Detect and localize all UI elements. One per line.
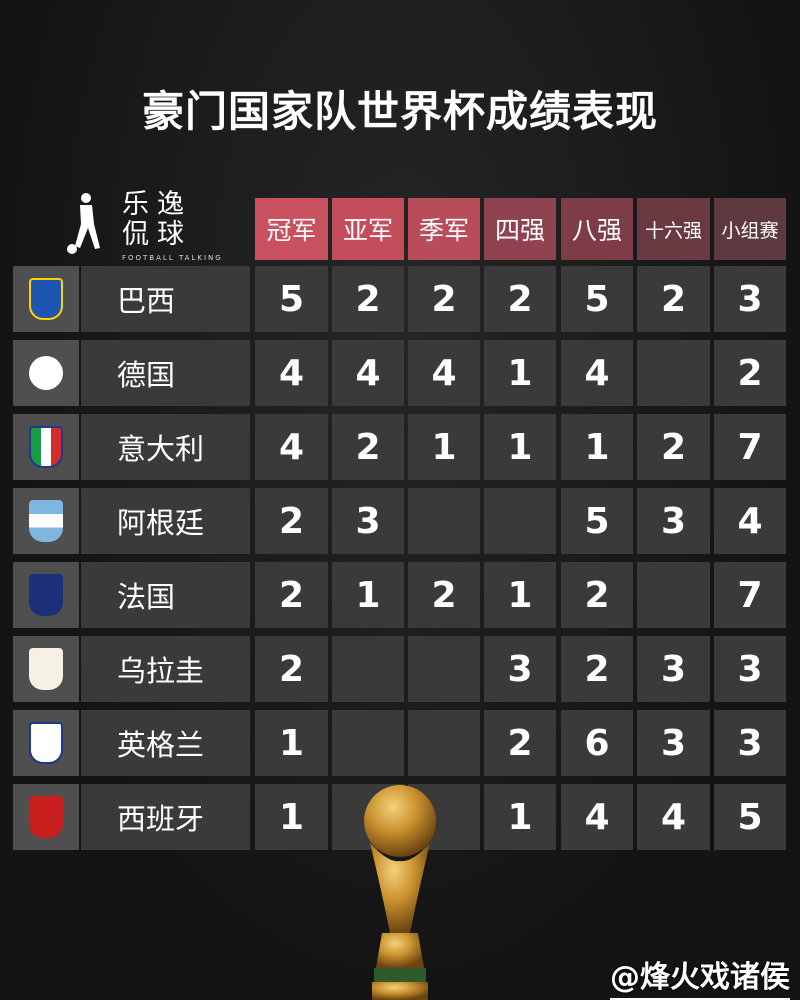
team-name: 德国 — [81, 340, 250, 406]
team-crest-cell — [13, 414, 79, 480]
germany-crest-icon — [29, 356, 63, 390]
team-crest-cell — [13, 784, 79, 850]
value-cell — [332, 636, 404, 702]
value-cell: 2 — [255, 636, 328, 702]
value-cell: 4 — [255, 340, 328, 406]
column-header: 八强 — [561, 198, 633, 260]
value-cell: 3 — [714, 266, 786, 332]
column-header: 冠军 — [255, 198, 328, 260]
value-cell — [408, 488, 480, 554]
value-cell: 4 — [637, 784, 710, 850]
value-cell: 5 — [561, 488, 633, 554]
value-cell: 3 — [637, 710, 710, 776]
column-header: 十六强 — [637, 198, 710, 260]
value-cell: 2 — [332, 414, 404, 480]
value-cell: 5 — [561, 266, 633, 332]
footballer-icon — [67, 193, 100, 254]
value-cell: 2 — [408, 266, 480, 332]
value-cell: 6 — [561, 710, 633, 776]
page-title: 豪门国家队世界杯成绩表现 — [141, 87, 658, 136]
value-cell: 1 — [255, 710, 328, 776]
column-header: 小组赛 — [714, 198, 786, 260]
value-cell: 2 — [332, 266, 404, 332]
value-cell: 4 — [561, 784, 633, 850]
value-cell — [484, 488, 556, 554]
value-cell: 7 — [714, 562, 786, 628]
team-name: 乌拉圭 — [81, 636, 250, 702]
uruguay-crest-icon — [29, 648, 63, 690]
england-crest-icon — [29, 722, 63, 764]
team-crest-cell — [13, 340, 79, 406]
value-cell: 2 — [637, 266, 710, 332]
value-cell: 1 — [332, 562, 404, 628]
value-cell: 5 — [255, 266, 328, 332]
team-name: 意大利 — [81, 414, 250, 480]
value-cell: 4 — [408, 340, 480, 406]
value-cell: 1 — [484, 414, 556, 480]
brand-name: 乐逸 侃球 — [122, 189, 192, 250]
value-cell: 3 — [637, 636, 710, 702]
column-header: 季军 — [408, 198, 480, 260]
value-cell: 2 — [408, 562, 480, 628]
team-name: 巴西 — [81, 266, 250, 332]
watermark: @烽火戏诸侯 — [610, 952, 790, 1000]
value-cell: 2 — [255, 488, 328, 554]
column-header: 亚军 — [332, 198, 404, 260]
team-crest-cell — [13, 710, 79, 776]
brazil-crest-icon — [29, 278, 63, 320]
value-cell: 3 — [714, 710, 786, 776]
france-crest-icon — [29, 574, 63, 616]
argentina-crest-icon — [29, 500, 63, 542]
value-cell: 2 — [255, 562, 328, 628]
value-cell: 3 — [714, 636, 786, 702]
team-crest-cell — [13, 562, 79, 628]
value-cell: 1 — [484, 562, 556, 628]
team-name: 法国 — [81, 562, 250, 628]
column-header: 四强 — [484, 198, 556, 260]
value-cell: 4 — [714, 488, 786, 554]
value-cell — [637, 340, 710, 406]
value-cell: 4 — [255, 414, 328, 480]
value-cell — [332, 710, 404, 776]
value-cell: 4 — [561, 340, 633, 406]
value-cell: 1 — [408, 414, 480, 480]
value-cell — [408, 636, 480, 702]
brand-logo: 乐逸 侃球 FOOTBALL TALKING — [60, 188, 230, 262]
team-crest-cell — [13, 266, 79, 332]
value-cell: 1 — [561, 414, 633, 480]
value-cell: 1 — [255, 784, 328, 850]
value-cell: 3 — [332, 488, 404, 554]
value-cell: 5 — [714, 784, 786, 850]
spain-crest-icon — [29, 796, 63, 838]
value-cell: 2 — [561, 636, 633, 702]
world-cup-trophy-icon — [364, 785, 436, 1000]
team-name: 英格兰 — [81, 710, 250, 776]
value-cell: 1 — [484, 340, 556, 406]
value-cell: 1 — [484, 784, 556, 850]
brand-subtitle: FOOTBALL TALKING — [122, 254, 223, 262]
team-name: 阿根廷 — [81, 488, 250, 554]
value-cell: 3 — [484, 636, 556, 702]
value-cell: 7 — [714, 414, 786, 480]
value-cell — [637, 562, 710, 628]
value-cell — [408, 710, 480, 776]
team-crest-cell — [13, 636, 79, 702]
value-cell: 2 — [561, 562, 633, 628]
italy-crest-icon — [29, 426, 63, 468]
value-cell: 2 — [484, 710, 556, 776]
team-name: 西班牙 — [81, 784, 250, 850]
value-cell: 4 — [332, 340, 404, 406]
team-crest-cell — [13, 488, 79, 554]
value-cell: 2 — [714, 340, 786, 406]
value-cell: 3 — [637, 488, 710, 554]
value-cell: 2 — [484, 266, 556, 332]
value-cell: 2 — [637, 414, 710, 480]
